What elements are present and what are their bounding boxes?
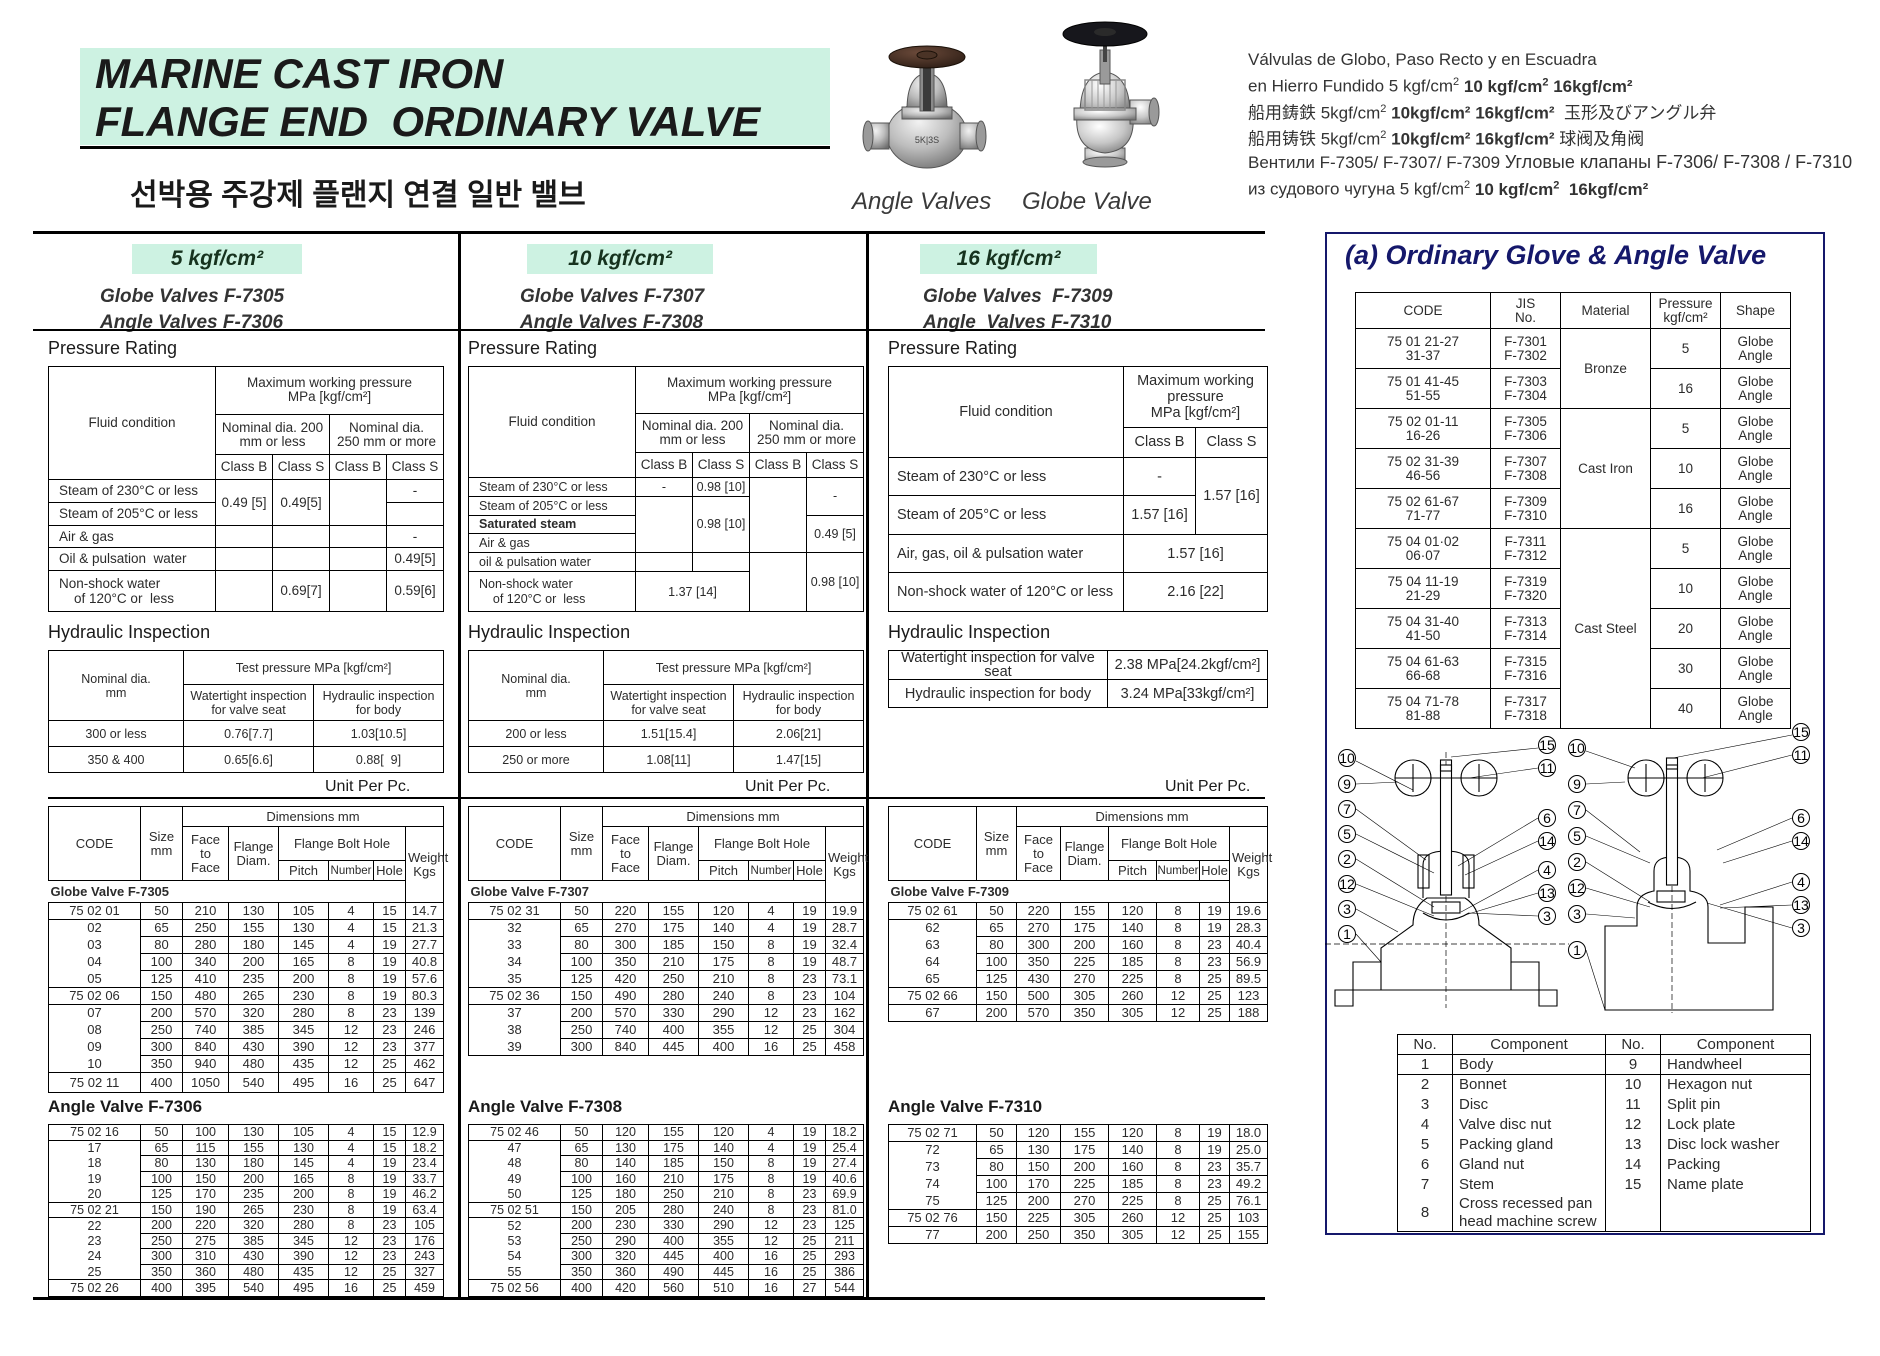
svg-text:13: 13: [1793, 897, 1809, 913]
svg-text:3: 3: [1797, 920, 1805, 936]
svg-text:12: 12: [1569, 880, 1585, 896]
svg-text:4: 4: [1797, 874, 1805, 890]
svg-text:3: 3: [1573, 906, 1581, 922]
svg-text:10: 10: [1339, 750, 1355, 766]
svg-text:2: 2: [1573, 854, 1581, 870]
svg-text:15: 15: [1793, 724, 1809, 740]
svg-text:5: 5: [1343, 826, 1351, 842]
svg-text:14: 14: [1539, 833, 1555, 849]
svg-text:14: 14: [1793, 833, 1809, 849]
svg-text:11: 11: [1794, 747, 1809, 763]
svg-text:9: 9: [1343, 776, 1351, 792]
svg-text:5: 5: [1573, 828, 1581, 844]
svg-text:4: 4: [1543, 862, 1551, 878]
svg-text:6: 6: [1797, 810, 1805, 826]
svg-text:15: 15: [1539, 737, 1555, 753]
svg-text:1: 1: [1573, 942, 1581, 958]
svg-text:5K|3S: 5K|3S: [915, 135, 939, 145]
svg-text:2: 2: [1343, 851, 1351, 867]
svg-text:7: 7: [1573, 802, 1581, 818]
svg-text:1: 1: [1343, 926, 1351, 942]
svg-text:6: 6: [1543, 810, 1551, 826]
svg-text:7: 7: [1343, 801, 1351, 817]
svg-text:13: 13: [1539, 885, 1555, 901]
svg-text:3: 3: [1343, 901, 1351, 917]
svg-text:10: 10: [1569, 740, 1585, 756]
svg-text:12: 12: [1339, 876, 1355, 892]
svg-text:11: 11: [1540, 760, 1555, 776]
svg-text:9: 9: [1573, 776, 1581, 792]
svg-text:3: 3: [1543, 908, 1551, 924]
